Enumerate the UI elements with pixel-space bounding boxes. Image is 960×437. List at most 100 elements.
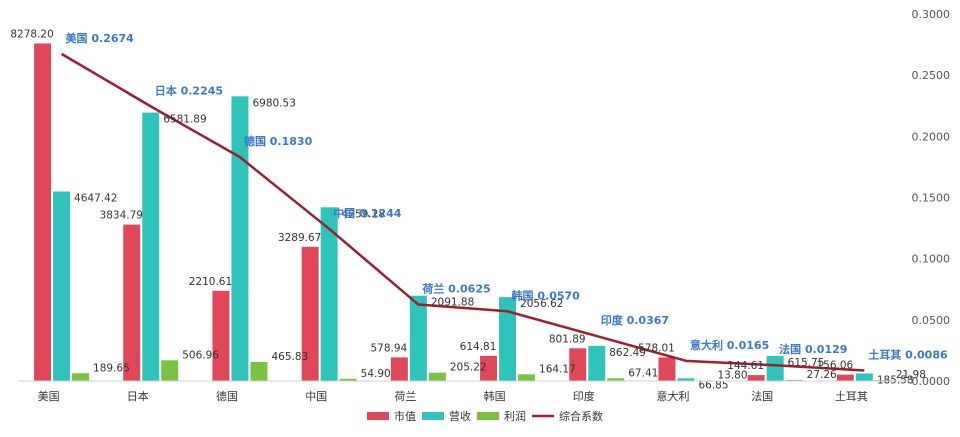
line-data-label: 日本 0.2245 (155, 83, 223, 97)
data-label-营收: 862.49 (609, 347, 646, 359)
bar-利润-美国 (72, 373, 90, 381)
line-data-label: 土耳其 0.0086 (868, 347, 948, 361)
x-axis-category-label: 韩国 (484, 389, 506, 403)
bar-营收-美国 (53, 191, 71, 381)
bar-市值-土耳其 (836, 374, 854, 381)
bar-利润-印度 (607, 378, 625, 381)
bar-利润-中国 (339, 378, 357, 381)
right-axis-tick-label: 0.1000 (912, 253, 951, 266)
bar-市值-法国 (747, 375, 765, 381)
x-axis-category-label: 美国 (38, 390, 60, 403)
data-label-市值: 8278.20 (10, 28, 53, 40)
axis-layer: 0.0000 0.0500 0.1000 0.1500 0.2000 0.2500 0.30… (18, 8, 950, 403)
x-axis-category-label: 荷兰 (394, 390, 416, 403)
data-label-营收: 4259.28 (342, 208, 385, 220)
data-label-营收: 2091.88 (431, 297, 474, 309)
bar-利润-荷兰 (428, 372, 446, 381)
data-label-营收: 4647.42 (74, 192, 117, 204)
bar-利润-韩国 (518, 374, 536, 381)
bar-营收-土耳其 (855, 373, 873, 381)
right-axis-tick-label: 0.2500 (912, 69, 951, 82)
line-data-label: 荷兰 0.0625 (421, 282, 490, 296)
data-label-市值: 3834.79 (100, 210, 143, 222)
x-axis-category-label: 日本 (127, 389, 149, 403)
right-axis-tick-label: 0.1500 (912, 192, 951, 205)
line-data-label: 意大利 0.0165 (690, 338, 769, 352)
data-label-营收: 2056.62 (520, 298, 563, 310)
data-label-利润: 465.83 (271, 351, 308, 363)
bar-利润-日本 (161, 360, 179, 381)
legend-label-利润: 利润 (504, 409, 526, 423)
x-axis-category-label: 土耳其 (835, 390, 868, 403)
x-axis-category-label: 意大利 (657, 389, 690, 403)
data-label-市值: 578.01 (638, 342, 675, 354)
bar-营收-日本 (142, 112, 160, 381)
legend-swatch-利润 (477, 412, 499, 420)
data-label-市值: 801.89 (549, 333, 586, 345)
bar-市值-中国 (301, 246, 319, 381)
bar-营收-印度 (588, 345, 606, 381)
bar-市值-德国 (212, 290, 230, 381)
data-label-市值: 144.61 (727, 360, 764, 372)
bar-营收-韩国 (499, 297, 517, 381)
bar-市值-美国 (34, 43, 52, 381)
data-label-利润: 13.80 (717, 369, 747, 381)
right-axis-tick-label: 0.2000 (912, 130, 951, 143)
bar-营收-法国 (766, 355, 784, 381)
x-axis-category-label: 法国 (751, 389, 773, 403)
bar-市值-韩国 (480, 355, 498, 381)
line-data-label: 法国 0.0129 (779, 342, 847, 356)
data-label-市值: 156.06 (816, 360, 853, 372)
line-data-label: 韩国 0.0570 (512, 288, 581, 302)
line-data-label: 德国 0.1830 (243, 134, 313, 148)
legend-label-营收: 营收 (449, 409, 471, 423)
series-line-综合系数 (60, 52, 865, 372)
bar-营收-中国 (320, 207, 338, 381)
right-axis-tick-label: 0.0000 (912, 375, 951, 388)
bar-营收-意大利 (677, 378, 695, 381)
x-axis-category-label: 中国 (305, 390, 327, 403)
data-label-营收: 6581.89 (163, 114, 206, 126)
legend-label-综合系数: 综合系数 (559, 409, 603, 423)
data-label-利润: 506.96 (182, 349, 219, 361)
data-label-利润: 54.90 (361, 368, 391, 380)
data-label-利润: 164.17 (539, 363, 576, 375)
legend: 市值 营收 利润 综合系数 (367, 409, 603, 423)
right-axis-tick-label: 0.0500 (912, 314, 951, 327)
bar-利润-德国 (250, 362, 268, 381)
data-label-市值: 2210.61 (189, 276, 232, 288)
x-axis-category-label: 印度 (573, 389, 595, 403)
data-label-营收: 615.75 (788, 357, 825, 369)
bar-营收-德国 (231, 96, 249, 382)
bar-市值-印度 (569, 348, 587, 381)
legend-label-市值: 市值 (394, 409, 416, 423)
legend-swatch-市值 (367, 412, 389, 420)
data-label-市值: 614.81 (460, 341, 497, 353)
line-data-label: 印度 0.0367 (601, 313, 669, 327)
data-label-利润: 27.26 (807, 369, 837, 381)
data-label-市值: 3289.67 (278, 232, 321, 244)
data-label-利润: 21.98 (896, 369, 926, 381)
bar-市值-日本 (123, 224, 141, 381)
bars-layer (34, 43, 892, 382)
bar-市值-意大利 (658, 357, 676, 381)
line-data-label: 中国 0.1244 (333, 206, 402, 220)
data-label-营收: 185.58 (877, 374, 914, 386)
line-layer (60, 52, 865, 372)
legend-swatch-营收 (422, 412, 444, 420)
bar-营收-荷兰 (409, 295, 427, 381)
data-label-利润: 67.41 (628, 367, 658, 379)
labels-layer: 8278.20 4647.42 189.65 3834.79 6581.89 506.96… (10, 28, 948, 391)
bar-利润-法国 (785, 379, 803, 381)
data-label-市值: 578.94 (370, 342, 407, 354)
x-axis-category-label: 德国 (216, 389, 238, 403)
data-label-营收: 6980.53 (252, 97, 295, 109)
data-label-利润: 189.65 (93, 362, 130, 374)
bar-市值-荷兰 (390, 357, 408, 381)
data-label-营收: 66.85 (698, 379, 728, 391)
right-axis-tick-label: 0.3000 (912, 8, 951, 21)
line-data-label: 美国 0.2674 (66, 31, 135, 45)
data-label-利润: 205.22 (450, 362, 487, 374)
